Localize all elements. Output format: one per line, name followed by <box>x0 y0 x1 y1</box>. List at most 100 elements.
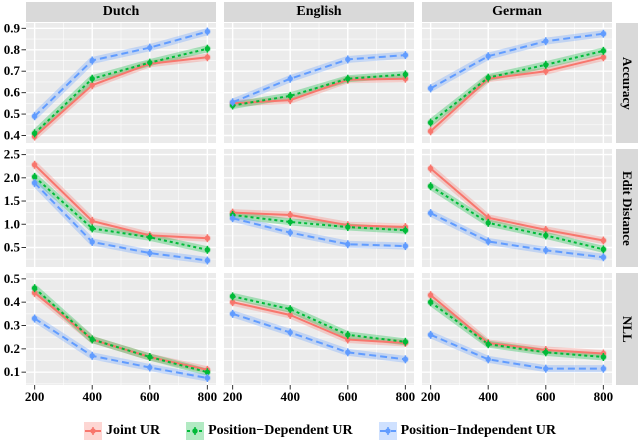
legend-key-icon <box>84 422 103 440</box>
panel-english-edit-distance <box>224 149 414 267</box>
facet-strip-edit-distance: Edit Distance <box>616 149 638 267</box>
data-point <box>485 238 491 245</box>
data-point <box>600 354 607 360</box>
data-point <box>229 299 236 305</box>
data-point <box>402 52 409 58</box>
data-point <box>147 59 153 66</box>
data-point <box>89 336 95 343</box>
data-point <box>543 38 549 44</box>
x-tick-label: 200 <box>421 389 441 404</box>
data-point <box>485 74 491 81</box>
data-point <box>31 285 38 291</box>
y-tick-label: 0.1 <box>4 364 20 379</box>
facet-strip-german: German <box>422 2 612 22</box>
data-point <box>485 215 491 221</box>
data-point <box>287 329 293 336</box>
facet-strip-label: Dutch <box>102 4 140 19</box>
series-line <box>430 32 604 90</box>
y-tick-label: 0.5 <box>4 106 21 121</box>
panel-german-edit-distance <box>422 149 612 267</box>
series-line <box>429 56 604 132</box>
series-line <box>232 77 406 105</box>
facet-strip-label: Edit Distance <box>620 170 635 246</box>
series-line <box>33 176 208 251</box>
panel-english-nll <box>224 273 414 385</box>
y-tick-label: 0.5 <box>4 239 21 254</box>
x-tick-label: 800 <box>594 389 614 404</box>
series-line <box>33 287 208 374</box>
series-line <box>429 167 604 242</box>
plot-area: 0.4 0.5 0.6 0.7 0.8 0.9 0.5 1.0 1.5 2.0 2.5 0.1 0.2 0… <box>4 20 614 404</box>
data-point <box>287 97 293 103</box>
y-tick-label: 0.9 <box>4 20 21 35</box>
data-point <box>427 332 434 338</box>
x-tick-label: 600 <box>338 389 358 404</box>
data-point <box>89 225 95 232</box>
legend-label: Joint UR <box>106 423 161 438</box>
data-point <box>427 85 434 92</box>
data-point <box>543 232 549 239</box>
legend-label: Position−Independent UR <box>400 423 556 438</box>
data-point <box>89 76 95 82</box>
data-point <box>204 375 211 381</box>
data-point <box>31 162 38 168</box>
data-point <box>345 56 351 63</box>
data-point <box>345 349 351 356</box>
series-line <box>33 56 208 138</box>
data-point <box>543 349 549 356</box>
series-line <box>232 295 406 343</box>
data-point <box>345 332 351 338</box>
data-point <box>402 76 409 82</box>
data-point <box>345 224 351 230</box>
y-tick-label: 1.5 <box>4 193 21 208</box>
data-point <box>287 212 293 218</box>
x-tick-label: 200 <box>223 389 243 404</box>
facet-strip-label: Accuracy <box>620 56 635 110</box>
series-line <box>430 185 604 251</box>
data-point <box>402 339 409 345</box>
series-line <box>33 164 208 240</box>
data-point <box>147 234 153 240</box>
x-tick-label: 400 <box>82 389 102 404</box>
data-point <box>427 119 434 126</box>
y-tick-label: 0.7 <box>4 63 21 78</box>
panel-dutch-accuracy <box>26 23 216 143</box>
data-point <box>427 292 434 298</box>
legend-item-position-dependent-ur: Position−Dependent UR <box>186 422 353 440</box>
facet-strip-label: English <box>296 4 342 19</box>
facet-strip-label: German <box>492 4 542 19</box>
data-point <box>402 356 409 363</box>
data-point <box>31 113 38 119</box>
y-tick-label: 0.2 <box>4 341 20 356</box>
data-point <box>402 227 409 233</box>
data-point <box>204 28 211 35</box>
data-point <box>287 219 293 225</box>
data-point <box>287 312 293 318</box>
data-point <box>89 218 95 224</box>
data-point <box>427 299 434 305</box>
data-point <box>147 250 153 256</box>
series-line <box>232 312 406 361</box>
y-tick-label: 0.4 <box>4 128 21 143</box>
panel-german-accuracy <box>422 23 612 143</box>
series-line <box>232 213 406 232</box>
data-point <box>427 165 434 172</box>
data-point <box>543 68 549 74</box>
data-point <box>31 174 38 180</box>
data-point <box>229 293 236 300</box>
facet-strip-nll: NLL <box>616 273 638 385</box>
data-point <box>204 247 211 253</box>
x-tick-label: 200 <box>25 389 45 404</box>
y-tick-label: 0.6 <box>4 85 21 100</box>
x-tick-label: 400 <box>280 389 300 404</box>
panel-dutch-edit-distance <box>26 149 216 267</box>
data-point <box>287 76 293 82</box>
series-line <box>430 333 604 370</box>
data-point <box>345 336 351 343</box>
facet-strip-dutch: Dutch <box>26 2 216 22</box>
legend-key-icon <box>378 422 397 440</box>
facet-strip-english: English <box>224 2 414 22</box>
x-tick-label: 400 <box>478 389 498 404</box>
legend-item-joint-ur: Joint UR <box>84 422 160 440</box>
